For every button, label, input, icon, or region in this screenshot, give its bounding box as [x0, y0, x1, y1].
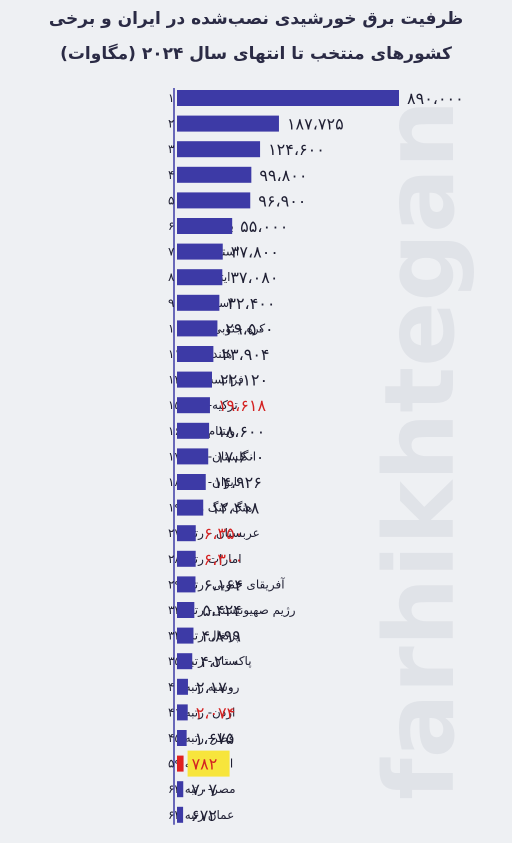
bar [177, 192, 251, 209]
title-line-1: ظرفیت برق خورشیدی نصب‌شده در ایران و برخ… [48, 9, 464, 29]
bar [177, 448, 209, 465]
category-label: آفریقای جنوبی- رتبه ۲۹ [168, 576, 285, 592]
bar [177, 218, 233, 234]
data-label: ۱۲۴،۶۰۰ [268, 140, 325, 159]
data-label: ۴،۲۰۰ [200, 652, 240, 671]
bar [177, 141, 261, 158]
data-label: ۹۹،۸۰۰ [259, 166, 307, 185]
data-label: ۹۶،۹۰۰ [258, 191, 306, 210]
category-label: عمان رتبه ۶۴ [168, 808, 234, 823]
bar [177, 730, 187, 746]
bar [177, 678, 188, 695]
data-label: ۲۲،۱۲۰ [220, 371, 268, 390]
bar [177, 474, 206, 490]
bar [177, 115, 279, 132]
bar [177, 704, 188, 721]
data-label: ۱،۶۷۵ [195, 729, 235, 748]
data-label: ۱۲،۴۱۸ [211, 499, 260, 518]
bar [177, 422, 210, 439]
data-label: ۶،۳۵۰ [204, 524, 244, 543]
data-label: ۱۷،۶۰۰ [216, 447, 264, 466]
data-label: ۱۹،۶۱۸ [218, 396, 267, 415]
category-label: رژیم صهیونیستی- رتبه ۳۳ [168, 603, 296, 618]
bar [177, 602, 195, 618]
data-label: ۴،۸۹۹ [201, 627, 241, 646]
bar [177, 166, 252, 183]
bar [177, 269, 223, 286]
data-label: ۳۷،۸۰۰ [231, 243, 279, 262]
bar [177, 806, 184, 823]
data-label: ۵،۴۲۴ [202, 601, 242, 620]
bar [177, 755, 184, 772]
data-label: ۱۸۷،۷۲۵ [287, 115, 344, 134]
bar [177, 346, 214, 362]
data-label: ۳۷،۰۸۰ [230, 268, 278, 287]
value-highlight-box [187, 750, 230, 777]
bar [177, 576, 196, 593]
bar [177, 294, 220, 311]
bar [177, 781, 184, 798]
bar [177, 371, 212, 388]
chart-title: ظرفیت برق خورشیدی نصب‌شده در ایران و برخ… [0, 4, 512, 74]
title-line-2: کشورهای منتخب تا انتهای سال ۲۰۲۴ (مگاوات… [60, 44, 452, 64]
data-label: ۶،۱۶۴ [203, 575, 243, 594]
data-label: ۷۰۷ [191, 780, 217, 799]
data-label: ۵۵،۰۰۰ [240, 217, 288, 236]
bar [177, 320, 218, 337]
data-label: ۶،۳۰۰ [204, 550, 244, 569]
bar [177, 90, 399, 106]
data-label: ۲۳،۹۰۴ [221, 345, 269, 364]
bar [177, 397, 210, 414]
bar [177, 499, 204, 516]
bar [177, 550, 196, 567]
data-label: ۱۸،۶۰۰ [217, 422, 265, 441]
bar [177, 243, 223, 260]
data-label: ۸۹۰،۰۰۰ [407, 89, 464, 108]
bar [177, 653, 193, 670]
bar [177, 525, 196, 542]
data-label: ۲۹،۵۰۰ [225, 319, 273, 338]
data-label: ۱۴،۹۲۶ [214, 473, 262, 492]
data-label: ۲،۰۷۴ [196, 703, 236, 722]
category-label: مصر- رتبه ۶۳ [168, 782, 236, 797]
data-label: ۲،۱۷۰ [196, 678, 236, 697]
data-label: ۶۷۲ [191, 806, 217, 825]
data-label: ۳۲،۴۰۰ [227, 294, 275, 313]
data-label: ۷۸۲ [192, 755, 218, 774]
bar [177, 627, 194, 644]
